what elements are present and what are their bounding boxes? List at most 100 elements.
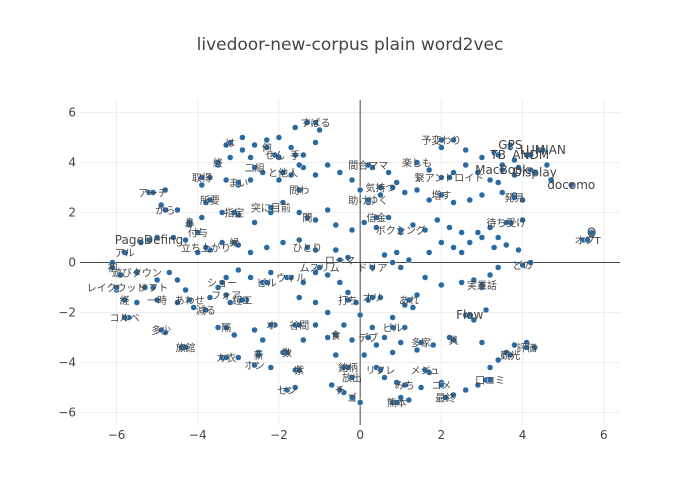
data-point (377, 294, 384, 301)
point-label: 鐘工 (232, 294, 252, 307)
point-label: 繋アンドロイド (415, 172, 485, 185)
labeled-data-point (373, 214, 380, 221)
labeled-data-point (279, 169, 287, 176)
labeled-data-point (568, 181, 575, 189)
data-point (247, 249, 254, 256)
labeled-data-point (149, 284, 157, 291)
data-point (413, 346, 421, 354)
point-label: 鼻 (185, 217, 195, 230)
point-label: 経 (120, 294, 130, 307)
data-point (381, 251, 388, 259)
data-point (324, 271, 331, 279)
data-point (214, 284, 222, 291)
point-label: 具 (449, 335, 459, 347)
labeled-data-point (149, 189, 157, 196)
point-label: デブ (358, 332, 378, 345)
labeled-data-point (507, 351, 514, 359)
x-axis-ticks: −6 −4 −2 0 2 4 6 (108, 428, 608, 442)
data-point (324, 206, 331, 214)
point-label: 銘柄 (338, 362, 358, 375)
labeled-data-point (186, 219, 193, 226)
point-label: オ (266, 320, 276, 332)
x-tick-label-6: 6 (600, 428, 608, 442)
labeled-data-point (251, 164, 258, 171)
x-tick-label-3: 0 (356, 428, 364, 442)
data-point (300, 151, 307, 159)
data-point (198, 181, 206, 189)
point-label: ひとり (293, 243, 323, 255)
point-label: 増す (431, 189, 451, 202)
labeled-data-point (222, 354, 230, 361)
labeled-data-point (523, 344, 530, 351)
labeled-data-point (222, 291, 230, 299)
point-label: 指定 (224, 207, 244, 220)
data-point (425, 196, 433, 204)
data-point (117, 271, 124, 279)
point-label: 待ち受け (486, 217, 526, 230)
data-point (312, 299, 319, 306)
labeled-data-point (182, 344, 189, 351)
data-point (474, 381, 482, 389)
labeled-data-point (121, 249, 128, 256)
labeled-data-point (271, 151, 279, 159)
labeled-data-point (486, 376, 494, 384)
labeled-data-point (377, 184, 384, 191)
data-point (267, 269, 275, 276)
point-label: 旅館 (176, 342, 196, 355)
point-label: コルベ (110, 313, 140, 325)
point-label: ウィル (276, 273, 306, 285)
point-label: 紫 (294, 365, 304, 377)
data-point (450, 136, 457, 144)
x-tick-label-0: −6 (108, 428, 126, 442)
data-point (486, 176, 494, 184)
data-point (356, 311, 364, 319)
data-point (267, 364, 275, 371)
labeled-data-point (417, 339, 425, 346)
data-point (369, 324, 376, 331)
labeled-data-point (348, 394, 356, 401)
point-label: Display (513, 166, 557, 180)
data-point (486, 271, 494, 279)
point-label: TB (489, 148, 506, 162)
data-point (438, 144, 445, 151)
x-tick-label-2: −2 (270, 428, 288, 442)
data-point (373, 341, 380, 349)
data-point (547, 176, 555, 184)
data-point (222, 176, 230, 184)
labeled-data-point (295, 186, 303, 194)
data-point (494, 234, 502, 241)
labeled-data-point (503, 219, 510, 226)
data-point (157, 201, 165, 209)
labeled-data-point (405, 296, 413, 304)
labeled-data-point (442, 394, 449, 401)
point-label: ビル (257, 278, 277, 290)
data-point (490, 244, 498, 251)
data-point (385, 214, 392, 221)
labeled-data-point (450, 336, 457, 344)
data-point (174, 299, 181, 306)
labeled-data-point (251, 361, 258, 369)
labeled-data-point (539, 146, 547, 154)
labeled-data-point (421, 366, 429, 374)
data-point (332, 221, 340, 229)
data-point (251, 141, 258, 149)
point-label: 多少 (151, 324, 171, 337)
labeled-data-point (312, 119, 319, 126)
data-point (486, 364, 494, 371)
point-label: メジュ (410, 366, 439, 377)
point-label: 隔 (221, 323, 231, 335)
data-point (401, 189, 409, 196)
labeled-data-point (389, 324, 396, 331)
data-point (438, 281, 445, 289)
data-point (235, 266, 242, 274)
point-label: 助けゆく (348, 194, 388, 207)
data-point (206, 294, 214, 301)
point-label: 終 (213, 157, 223, 170)
data-point (312, 171, 319, 179)
data-point (174, 276, 181, 284)
data-point (344, 254, 352, 261)
point-label: どの (513, 260, 533, 272)
labeled-data-point (287, 274, 295, 281)
labeled-data-point (369, 294, 376, 301)
